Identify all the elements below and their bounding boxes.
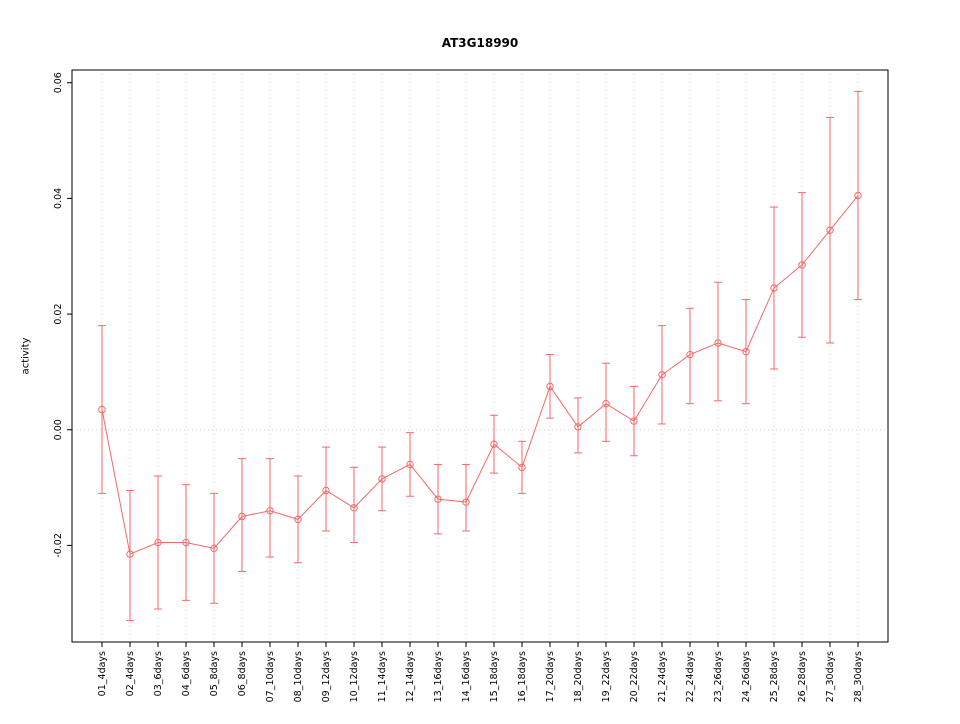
data-point bbox=[826, 226, 834, 234]
x-tick-label: 16_18days bbox=[517, 651, 528, 702]
data-point bbox=[294, 515, 302, 524]
x-tick-label: 03_6days bbox=[153, 651, 164, 696]
x-tick-label: 21_24days bbox=[657, 651, 668, 702]
y-tick-label: 0.00 bbox=[53, 419, 64, 440]
data-point bbox=[266, 507, 274, 515]
x-tick-label: 13_16days bbox=[433, 651, 444, 702]
data-point bbox=[490, 440, 498, 448]
data-point bbox=[434, 495, 442, 503]
data-point bbox=[686, 350, 694, 359]
y-tick-label: 0.06 bbox=[53, 72, 64, 93]
data-point bbox=[742, 347, 750, 356]
data-point bbox=[798, 261, 806, 269]
x-tick-label: 27_30days bbox=[825, 651, 836, 702]
x-tick-label: 18_20days bbox=[573, 651, 584, 702]
x-tick-label: 06_8days bbox=[237, 651, 248, 696]
data-point bbox=[210, 544, 218, 553]
x-tick-label: 19_22days bbox=[601, 651, 612, 702]
data-point bbox=[322, 486, 330, 495]
x-tick-label: 20_22days bbox=[629, 651, 640, 702]
x-tick-label: 07_10days bbox=[265, 651, 276, 702]
y-tick-label: 0.04 bbox=[53, 188, 64, 209]
data-point bbox=[182, 538, 190, 547]
data-point bbox=[630, 417, 638, 425]
data-point bbox=[546, 382, 554, 391]
x-tick-label: 23_26days bbox=[713, 651, 724, 702]
data-point bbox=[770, 284, 778, 292]
data-point bbox=[154, 538, 162, 547]
x-tick-label: 05_8days bbox=[209, 651, 220, 696]
y-tick-label: 0.02 bbox=[53, 303, 64, 324]
x-tick-label: 22_24days bbox=[685, 651, 696, 702]
series-line bbox=[101, 195, 859, 555]
chart-title: AT3G18990 bbox=[441, 36, 519, 50]
x-tick-label: 14_16days bbox=[461, 651, 472, 702]
x-tick-label: 04_6days bbox=[181, 651, 192, 696]
x-tick-label: 01_4days bbox=[97, 651, 108, 696]
x-tick-label: 26_28days bbox=[797, 651, 808, 702]
data-point bbox=[714, 339, 722, 347]
x-tick-label: 17_20days bbox=[545, 651, 556, 702]
data-point bbox=[378, 475, 386, 483]
y-tick-label: -0.02 bbox=[53, 533, 64, 558]
x-tick-label: 09_12days bbox=[321, 651, 332, 702]
data-point bbox=[658, 371, 666, 379]
x-tick-label: 08_10days bbox=[293, 651, 304, 702]
data-point bbox=[574, 423, 582, 431]
data-point bbox=[406, 460, 414, 469]
x-tick-label: 10_12days bbox=[349, 651, 360, 702]
y-axis-label: activity bbox=[20, 337, 32, 375]
data-point bbox=[238, 512, 246, 521]
data-point bbox=[518, 463, 526, 472]
x-tick-label: 28_30days bbox=[853, 651, 864, 702]
plot-border bbox=[71, 69, 889, 643]
x-tick-label: 24_26days bbox=[741, 651, 752, 702]
x-tick-label: 15_18days bbox=[489, 651, 500, 702]
x-tick-label: 25_28days bbox=[769, 651, 780, 702]
x-tick-label: 11_14days bbox=[377, 651, 388, 702]
data-point bbox=[350, 504, 358, 512]
x-tick-label: 12_14days bbox=[405, 651, 416, 702]
x-tick-label: 02_4days bbox=[125, 651, 136, 696]
data-point bbox=[462, 498, 470, 506]
data-point bbox=[126, 550, 134, 558]
data-point bbox=[854, 191, 862, 200]
data-point bbox=[602, 400, 610, 408]
data-point bbox=[98, 405, 106, 414]
